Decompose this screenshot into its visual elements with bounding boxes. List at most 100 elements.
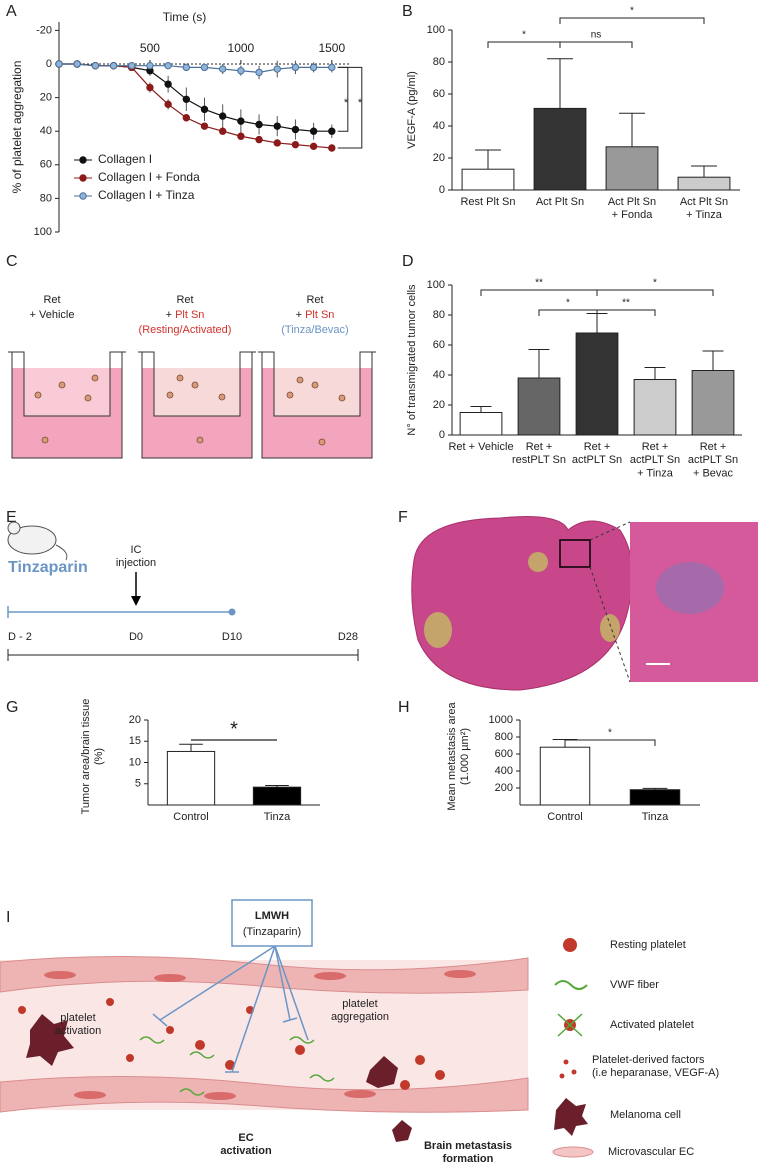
panel-letter: I [6,909,10,926]
sig-label: * [522,30,526,41]
x-tick-label: Control [173,811,208,823]
y-axis-label: Tumor area/brain tissue(%) [80,699,105,815]
legend-label: VWF fiber [610,979,659,991]
bar [629,789,681,806]
series-line [59,63,332,132]
y-tick-label: 0 [439,184,445,196]
y-tick-label: 20 [129,714,141,726]
well-label: + Vehicle [30,309,75,321]
x-tick-label: Tinza [642,811,669,823]
y-tick-label: 60 [433,339,445,351]
y-tick-label: 80 [433,56,445,68]
point [291,140,300,149]
point [291,125,300,134]
diagram-label: platelet aggregation [331,998,389,1023]
panel-f-histology [411,516,758,691]
sig-bracket [559,41,633,48]
x-tick-label: 1000 [228,41,255,55]
panel-letter: E [6,509,17,526]
panel-letters: A B C D E F G H I [6,3,414,926]
panel-letter: B [402,3,413,20]
well-label: + Plt Sn [166,309,205,321]
diagram-label: platelet activation [55,1012,101,1037]
well-label: Ret [176,294,193,306]
sig-label: * [566,298,570,309]
y-tick-label: 20 [433,152,445,164]
bar [691,370,735,436]
drug-label: Tinzaparin [8,559,88,576]
sig-bracket [487,41,561,48]
y-tick-label: 200 [495,782,513,794]
point [237,67,245,75]
point [291,63,300,72]
y-tick-label: 100 [34,226,52,238]
panel-letter: G [6,699,18,716]
point [109,61,118,70]
y-tick-label: 20 [433,399,445,411]
legend-label: Collagen I + Tinza [98,188,195,202]
well-label: Ret [306,294,323,306]
y-tick-label: -20 [36,24,52,36]
bar [633,379,677,436]
sig-bracket [337,66,363,149]
line-chart: -20 0 20 40 60 80 100 500 1000 1500 Time (s) % of p… [10,10,363,238]
day-label: D10 [222,631,242,643]
x-tick-label: Act Plt Sn + Tinza [680,196,728,221]
x-tick-label: 500 [140,41,160,55]
well-label: + Plt Sn [296,309,335,321]
point [146,61,154,70]
sig-bracket [480,289,598,296]
sig-bracket [559,17,705,24]
bar [459,412,503,436]
day-label: D28 [338,631,358,643]
point [200,63,209,72]
x-tick-label: Ret + actPLT Sn + Tinza [630,441,680,479]
sig-label: * [230,718,238,740]
y-axis-label: N° of transmigrated tumor cells [406,284,418,436]
point [146,83,154,92]
y-tick-label: 5 [135,778,141,790]
point [328,63,336,72]
panel-c: Ret + Vehicle Ret + Plt Sn (Resting/Acti… [8,294,376,459]
point [182,95,191,103]
well-label: Plt Sn [305,309,334,321]
x-axis-label: Time (s) [163,10,207,24]
y-tick-label: 40 [40,125,52,137]
legend-label: Activated platelet [610,1019,694,1031]
bar [575,332,619,436]
wells [8,351,376,459]
y-tick-label: 40 [433,369,445,381]
bar [533,107,587,191]
sig-label: ns [591,30,602,41]
sig-bracket [596,309,656,316]
legend-marker [79,174,87,182]
y-tick-label: 20 [40,92,52,104]
bar-chart: 0 20 40 60 80 100 N° of transmigrated tumor ce… [406,278,742,479]
y-tick-label: 60 [433,88,445,100]
bar [517,377,561,436]
point [273,122,281,130]
point [218,65,227,73]
y-tick-label: 60 [40,159,52,171]
x-tick-label: Rest Plt Sn [460,196,515,208]
bar [677,176,731,191]
x-tick-label: Ret + restPLT Sn [512,441,566,466]
bar-chart: 0 20 40 60 80 100 VEGF-A (pg/ml) Rest Plt Sn Act… [406,6,740,221]
y-tick-label: 10 [129,756,141,768]
legend-label: Microvascular EC [608,1146,694,1158]
y-axis-label: Mean metastasis area(1.000 µm²) [446,702,471,811]
bar-chart: 200 400 600 800 1000 Mean metastasis area(1.0… [446,702,700,823]
panel-e: Tinzaparin IC injection D - 2 D0 D10 D28 [7,521,359,661]
legend: Resting platelet VWF fiber Activated pla… [552,938,719,1158]
well-label: (Resting/Activated) [139,324,232,336]
point [182,63,191,72]
y-tick-label: 0 [439,429,445,441]
panel-letter: D [402,253,414,270]
point [128,61,136,70]
y-axis-label: VEGF-A (pg/ml) [406,71,418,149]
point [55,60,63,68]
day-label: D0 [129,631,143,643]
x-tick-label: 1500 [318,41,345,55]
x-tick-label: Act Plt Sn [536,196,584,208]
well-label: Plt Sn [175,309,204,321]
